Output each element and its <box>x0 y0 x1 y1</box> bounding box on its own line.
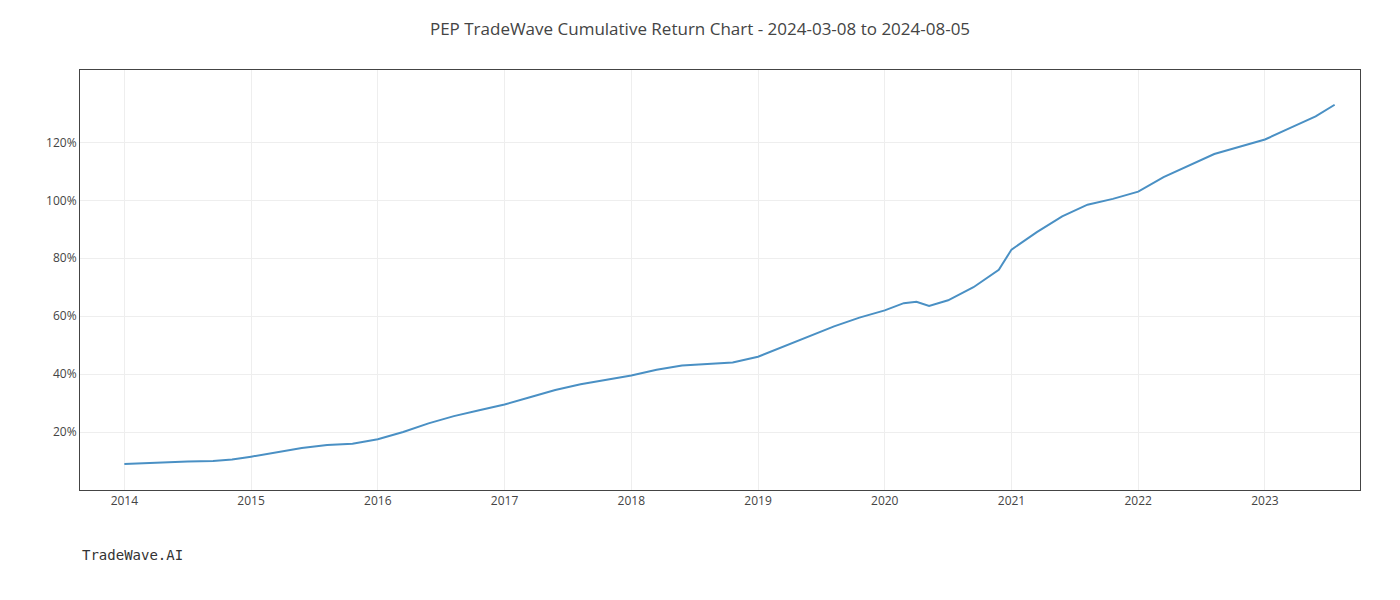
svg-text:40%: 40% <box>53 365 77 382</box>
svg-text:2016: 2016 <box>364 492 392 509</box>
svg-text:2015: 2015 <box>237 492 265 509</box>
svg-text:60%: 60% <box>53 307 77 324</box>
svg-text:2023: 2023 <box>1251 492 1279 509</box>
svg-text:TradeWave.AI: TradeWave.AI <box>82 547 183 563</box>
svg-text:120%: 120% <box>46 134 77 151</box>
svg-text:100%: 100% <box>46 192 77 209</box>
svg-text:2018: 2018 <box>618 492 646 509</box>
svg-text:20%: 20% <box>53 423 77 440</box>
svg-text:2021: 2021 <box>998 492 1025 509</box>
svg-text:2020: 2020 <box>871 492 899 509</box>
svg-text:2019: 2019 <box>744 492 772 509</box>
svg-text:2017: 2017 <box>491 492 519 509</box>
svg-text:80%: 80% <box>53 249 77 266</box>
svg-text:2022: 2022 <box>1124 492 1152 509</box>
svg-text:2014: 2014 <box>111 492 139 509</box>
svg-text:PEP TradeWave Cumulative Retur: PEP TradeWave Cumulative Return Chart - … <box>430 17 970 40</box>
